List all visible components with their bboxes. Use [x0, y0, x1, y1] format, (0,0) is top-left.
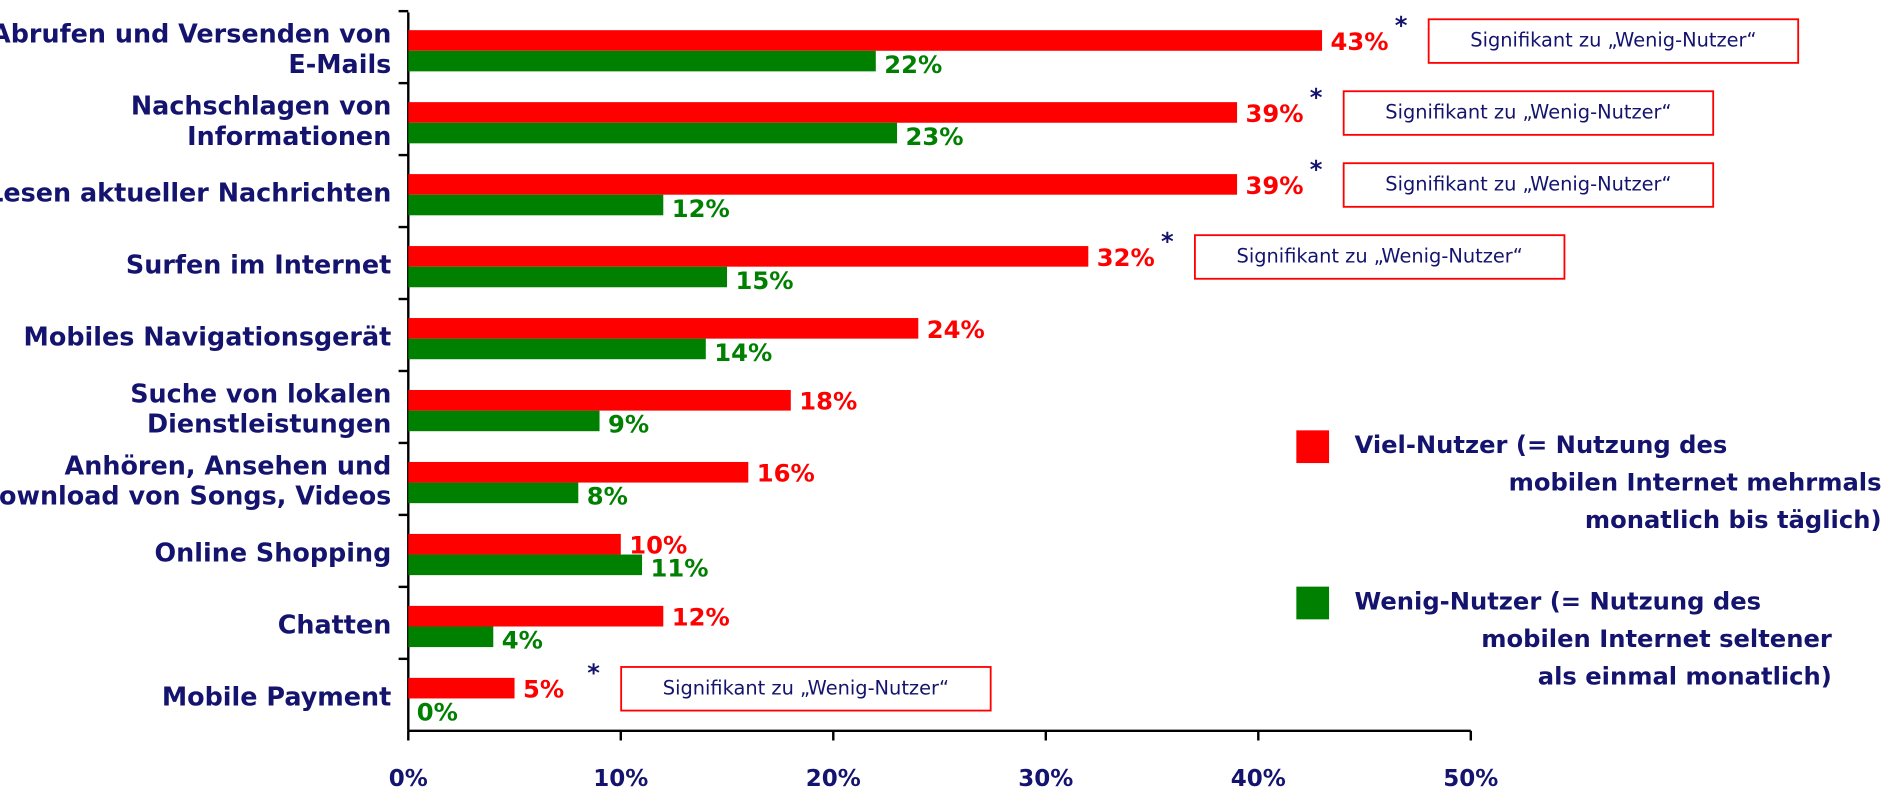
- value-label: 9%: [608, 411, 649, 439]
- legend-swatch: [1296, 586, 1330, 620]
- x-tick-label: 40%: [1231, 766, 1286, 788]
- annotation-box: [620, 666, 992, 712]
- bar: [408, 482, 579, 504]
- y-tick-label: Suche von lokalen Dienstleistungen: [130, 378, 391, 438]
- value-label: 5%: [523, 676, 564, 704]
- y-tick-label: Mobile Payment: [162, 681, 392, 711]
- value-label: 32%: [1097, 244, 1155, 272]
- x-tick-label: 30%: [1018, 766, 1073, 788]
- y-tick-label: Mobiles Navigationsgerät: [24, 322, 392, 352]
- x-tick-label: 20%: [806, 766, 861, 788]
- bar: [408, 174, 1238, 195]
- value-label: 18%: [799, 388, 857, 416]
- value-label: 4%: [502, 627, 543, 655]
- legend-swatch: [1296, 430, 1330, 464]
- annotation-text: Signifikant zu „Wenig-Nutzer“: [1237, 244, 1523, 267]
- value-label: 12%: [672, 604, 730, 632]
- y-tick-label: Online Shopping: [155, 538, 392, 568]
- x-tick-label: 50%: [1443, 766, 1498, 788]
- annotation-text: Signifikant zu „Wenig-Nutzer“: [1385, 173, 1671, 196]
- value-label: 24%: [927, 316, 985, 344]
- annotation-box: [1194, 234, 1566, 280]
- value-label: 23%: [906, 123, 964, 151]
- significance-marker: *: [1310, 155, 1323, 183]
- y-tick-label: Abrufen und Versenden von E-Mails: [0, 19, 391, 79]
- bar: [408, 50, 876, 72]
- bar: [408, 410, 600, 432]
- annotation-text: Signifikant zu „Wenig-Nutzer“: [1470, 29, 1756, 52]
- x-tick-label: 10%: [593, 766, 648, 788]
- y-tick-label: Nachschlagen von Informationen: [131, 91, 391, 151]
- annotation-box: [1342, 90, 1715, 136]
- x-tick-label: 0%: [389, 766, 428, 788]
- value-label: 39%: [1246, 100, 1304, 128]
- value-label: 39%: [1246, 172, 1304, 200]
- y-tick-label: Surfen im Internet: [126, 250, 391, 280]
- annotation-box: [1342, 162, 1715, 208]
- bar: [408, 102, 1238, 123]
- bar: [408, 461, 749, 483]
- significance-marker: *: [1395, 12, 1408, 40]
- annotation-text: Signifikant zu „Wenig-Nutzer“: [663, 676, 949, 699]
- y-tick-label: Chatten: [278, 609, 392, 639]
- bar: [408, 626, 494, 648]
- legend-label: Viel-Nutzer (= Nutzung des mobilen Intern…: [1355, 431, 1882, 534]
- bar: [408, 554, 643, 576]
- bar: [408, 533, 621, 555]
- bar: [408, 266, 728, 288]
- value-label: 15%: [736, 267, 794, 295]
- significance-marker: *: [1310, 84, 1323, 112]
- y-tick-label: Lesen aktueller Nachrichten: [0, 178, 391, 208]
- bar: [408, 246, 1089, 267]
- bar: [408, 677, 515, 699]
- annotation-text: Signifikant zu „Wenig-Nutzer“: [1385, 101, 1671, 124]
- bar: [408, 30, 1323, 51]
- bar: [408, 390, 791, 411]
- significance-marker: *: [1161, 227, 1174, 255]
- bar: [408, 194, 664, 216]
- value-label: 22%: [884, 51, 942, 79]
- bar: [408, 605, 664, 627]
- value-label: 12%: [672, 195, 730, 223]
- value-label: 0%: [417, 699, 458, 727]
- value-label: 43%: [1331, 28, 1389, 56]
- value-label: 8%: [587, 483, 628, 511]
- bar: [408, 122, 898, 144]
- annotation-box: [1427, 18, 1800, 64]
- bar: [408, 318, 919, 339]
- significance-marker: *: [587, 659, 600, 687]
- legend-label: Wenig-Nutzer (= Nutzung des mobilen Inter…: [1355, 587, 1832, 690]
- value-label: 16%: [757, 460, 815, 488]
- y-tick-label: Anhören, Ansehen und Download von Songs, …: [0, 450, 391, 510]
- value-label: 14%: [714, 339, 772, 367]
- bar: [408, 338, 706, 360]
- value-label: 11%: [651, 555, 709, 583]
